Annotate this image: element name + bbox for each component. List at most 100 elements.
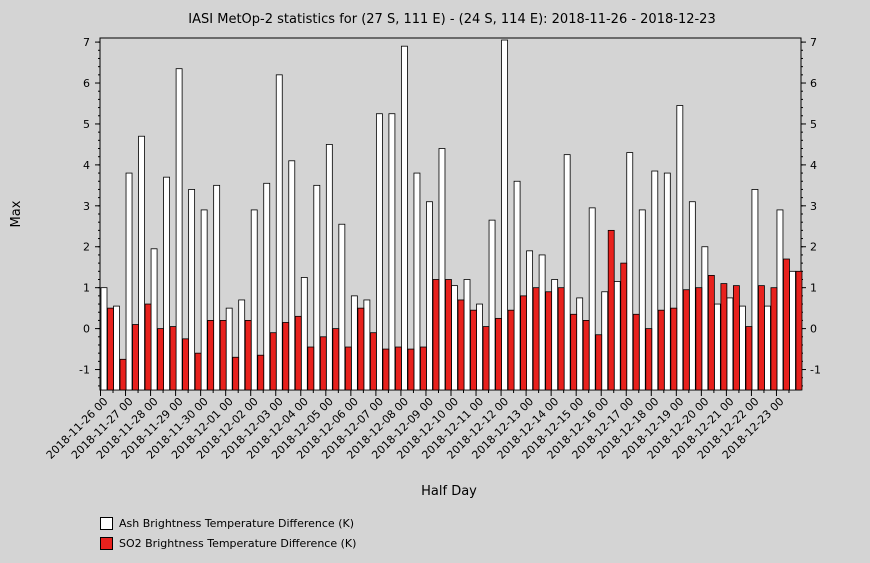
y-tick-label-right: 3 [810, 200, 817, 213]
bar-ash [501, 39, 508, 391]
bar-ash [350, 295, 358, 391]
bar-ash [588, 207, 596, 391]
bar-so2 [269, 332, 277, 391]
bar-so2 [457, 299, 465, 391]
bar-so2 [695, 287, 703, 391]
y-tick-label-right: 5 [810, 118, 817, 131]
bar-so2 [720, 283, 728, 391]
bar-so2 [495, 317, 502, 391]
bar-so2 [795, 270, 803, 391]
bar-so2 [432, 279, 440, 391]
bar-ash [338, 223, 346, 391]
bar-ash [238, 299, 246, 391]
bar-so2 [119, 358, 127, 391]
y-tick-label-right: 6 [810, 77, 817, 90]
bar-ash [438, 148, 446, 391]
bar-ash [325, 144, 333, 391]
bar-so2 [169, 326, 177, 391]
bar-ash [751, 189, 759, 391]
bar-so2 [532, 287, 540, 391]
bar-ash [388, 113, 396, 391]
bar-ash [576, 297, 584, 391]
bar-so2 [395, 346, 402, 391]
bar-ash [138, 135, 145, 391]
bar-so2 [657, 309, 665, 391]
chart-title: IASI MetOp-2 statistics for (27 S, 111 E… [188, 12, 715, 27]
bar-so2 [319, 336, 327, 391]
bar-so2 [144, 303, 152, 391]
bar-so2 [369, 332, 377, 391]
bar-ash [313, 184, 321, 391]
bar-so2 [294, 315, 302, 391]
legend-item-ash: Ash Brightness Temperature Difference (K… [100, 513, 356, 533]
y-tick-label-left: 7 [83, 36, 90, 49]
bar-so2 [407, 348, 415, 391]
bar-so2 [620, 262, 628, 391]
bar-ash [726, 297, 734, 391]
bar-so2 [194, 352, 202, 391]
bar-ash [613, 281, 621, 391]
bar-ash [663, 172, 671, 391]
bar-so2 [219, 320, 227, 391]
y-tick-label-left: 6 [83, 77, 90, 90]
bar-so2 [545, 291, 553, 391]
bar-ash [626, 152, 634, 391]
bar-so2 [645, 328, 653, 391]
bar-ash [526, 250, 534, 391]
bar-so2 [570, 313, 578, 391]
bar-so2 [557, 287, 565, 391]
bar-ash [451, 285, 458, 391]
y-tick-label-right: 0 [810, 323, 817, 336]
bar-so2 [670, 307, 678, 391]
bar-ash [776, 209, 784, 391]
bar-so2 [332, 328, 340, 391]
y-tick-label-left: 3 [83, 200, 90, 213]
y-tick-label-left: 0 [83, 323, 90, 336]
bar-ash [100, 287, 108, 391]
bar-ash [288, 160, 296, 391]
bar-ash [688, 201, 696, 391]
bar-ash [213, 184, 221, 391]
bar-ash [413, 172, 421, 391]
bar-so2 [382, 348, 390, 391]
bar-so2 [520, 295, 527, 391]
bar-ash [363, 299, 371, 391]
bar-ash [676, 105, 684, 391]
y-tick-label-left: 2 [83, 241, 90, 254]
bar-ash [275, 74, 283, 391]
bar-so2 [632, 313, 640, 391]
bar-so2 [770, 287, 778, 391]
bar-ash [175, 68, 183, 391]
bar-ash [513, 180, 521, 391]
y-tick-label-left: 1 [83, 282, 90, 295]
bar-so2 [244, 320, 252, 391]
bar-so2 [357, 307, 365, 391]
bar-so2 [257, 354, 265, 391]
legend: Ash Brightness Temperature Difference (K… [100, 513, 356, 553]
bar-so2 [282, 322, 290, 391]
bar-ash [426, 201, 433, 391]
bar-ash [150, 248, 158, 391]
legend-label-ash: Ash Brightness Temperature Difference (K… [119, 516, 354, 530]
bar-so2 [107, 307, 114, 391]
bar-ash [551, 279, 559, 391]
bar-so2 [758, 285, 765, 391]
bar-so2 [732, 285, 740, 391]
y-tick-label-left: 5 [83, 118, 90, 131]
bar-so2 [344, 346, 352, 391]
y-tick-label-right: -1 [810, 364, 821, 377]
bar-ash [375, 113, 383, 391]
y-tick-label-left: -1 [79, 364, 90, 377]
bar-ash [250, 209, 258, 391]
bar-so2 [682, 289, 690, 391]
x-axis-label: Half Day [421, 484, 477, 499]
y-tick-label-right: 7 [810, 36, 817, 49]
bar-ash [713, 303, 721, 391]
bar-ash [764, 305, 771, 391]
legend-swatch-so2 [100, 536, 113, 550]
y-tick-label-left: 4 [83, 159, 90, 172]
bar-ash [563, 154, 571, 391]
bar-ash [739, 305, 746, 391]
bar-so2 [420, 346, 427, 391]
